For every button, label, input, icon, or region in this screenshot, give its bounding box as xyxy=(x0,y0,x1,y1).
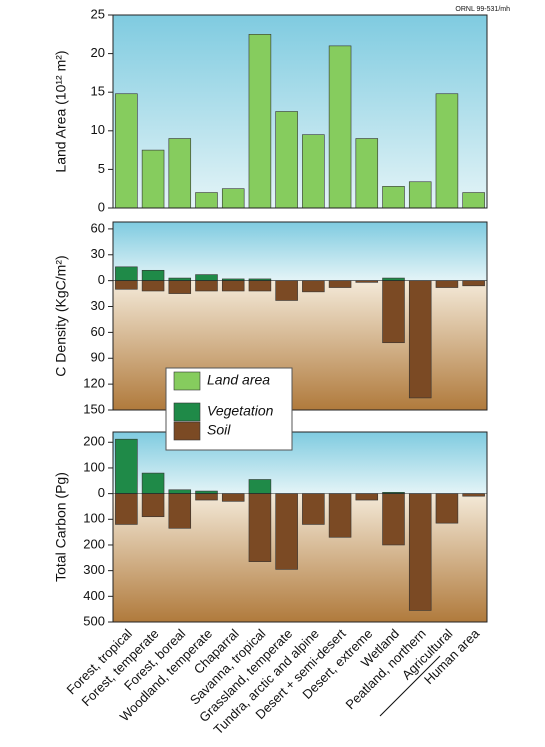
bar xyxy=(248,479,272,494)
bar xyxy=(195,490,218,494)
y-tick-label: 0 xyxy=(98,199,105,214)
bar xyxy=(115,266,138,281)
bar xyxy=(221,493,245,502)
y-tick-label: 60 xyxy=(91,324,105,339)
y-tick-label: 150 xyxy=(83,401,105,416)
bar xyxy=(462,280,485,287)
bar xyxy=(382,493,405,546)
bar xyxy=(328,280,352,288)
bar xyxy=(435,93,459,209)
bar xyxy=(115,93,138,209)
legend-swatch xyxy=(173,371,201,391)
plot-frame xyxy=(112,221,488,411)
bar xyxy=(408,181,432,209)
y-tick-label: 60 xyxy=(91,220,105,235)
y-tick-label: 5 xyxy=(98,161,105,176)
bar xyxy=(195,192,218,209)
bar xyxy=(168,493,192,529)
bar xyxy=(435,493,459,524)
bar xyxy=(355,493,379,501)
y-tick-label: 100 xyxy=(83,459,105,474)
y-tick-label: 90 xyxy=(91,350,105,365)
bar xyxy=(435,280,459,288)
bar xyxy=(168,277,192,281)
legend-label: Land area xyxy=(207,372,270,388)
bar xyxy=(141,269,165,281)
bar xyxy=(328,493,352,538)
plot-frame xyxy=(112,14,488,209)
bar xyxy=(141,493,165,518)
bar xyxy=(382,277,405,281)
bar xyxy=(168,280,192,294)
y-tick-label: 120 xyxy=(83,376,105,391)
y-tick-label: 200 xyxy=(83,434,105,449)
legend-swatch xyxy=(173,421,201,441)
y-tick-label: 400 xyxy=(83,588,105,603)
plot-frame xyxy=(112,431,488,623)
bar xyxy=(195,493,218,501)
bar xyxy=(221,188,245,209)
bar xyxy=(462,493,485,497)
bar xyxy=(302,493,325,525)
bar xyxy=(115,280,138,290)
legend-swatch xyxy=(173,402,201,422)
bar xyxy=(195,274,218,281)
peatland-underline xyxy=(379,655,441,717)
y-axis-label: Land Area (10¹² m²) xyxy=(53,50,69,172)
bar xyxy=(275,493,298,570)
bar xyxy=(302,134,325,209)
y-tick-label: 25 xyxy=(91,6,105,21)
y-tick-label: 0 xyxy=(98,485,105,500)
bar xyxy=(168,489,192,494)
y-tick-label: 30 xyxy=(91,298,105,313)
y-tick-label: 500 xyxy=(83,613,105,628)
bar xyxy=(408,493,432,611)
bar xyxy=(328,45,352,209)
y-tick-label: 20 xyxy=(91,45,105,60)
bar xyxy=(275,280,298,301)
bar xyxy=(141,280,165,292)
note: ORNL 99-531/mh xyxy=(455,6,510,13)
bar xyxy=(248,493,272,562)
legend-label: Vegetation xyxy=(207,403,274,419)
legend-label: Soil xyxy=(207,422,231,438)
bar xyxy=(382,280,405,344)
y-tick-label: 300 xyxy=(83,562,105,577)
bar xyxy=(408,280,432,399)
bar xyxy=(248,33,272,209)
y-tick-label: 200 xyxy=(83,536,105,551)
y-axis-label: Total Carbon (Pg) xyxy=(53,472,69,582)
bar xyxy=(168,138,192,209)
y-tick-label: 30 xyxy=(91,246,105,261)
y-axis-label: C Density (KgC/m²) xyxy=(53,255,69,376)
y-tick-label: 10 xyxy=(91,122,105,137)
bar xyxy=(221,280,245,292)
y-tick-label: 15 xyxy=(91,84,105,99)
y-tick-label: 100 xyxy=(83,511,105,526)
bar xyxy=(141,472,165,494)
plot-sky xyxy=(113,222,487,281)
y-tick-label: 0 xyxy=(98,272,105,287)
bar xyxy=(141,149,165,209)
bar xyxy=(275,111,298,209)
bar xyxy=(195,280,218,292)
bar xyxy=(248,280,272,292)
bar xyxy=(115,493,138,525)
bar xyxy=(462,192,485,209)
bar xyxy=(115,438,138,494)
bar xyxy=(355,138,379,209)
bar xyxy=(382,186,405,209)
bar xyxy=(302,280,325,293)
